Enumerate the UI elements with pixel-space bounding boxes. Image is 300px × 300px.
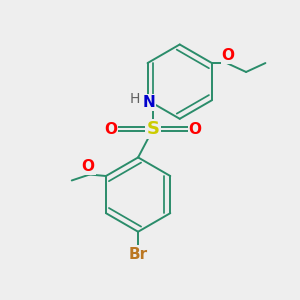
Text: S: S xyxy=(146,120,160,138)
Text: H: H xyxy=(129,92,140,106)
Text: O: O xyxy=(189,122,202,137)
Text: O: O xyxy=(104,122,117,137)
Text: O: O xyxy=(222,47,235,62)
Text: O: O xyxy=(82,159,94,174)
Text: N: N xyxy=(142,95,155,110)
Text: Br: Br xyxy=(128,247,148,262)
